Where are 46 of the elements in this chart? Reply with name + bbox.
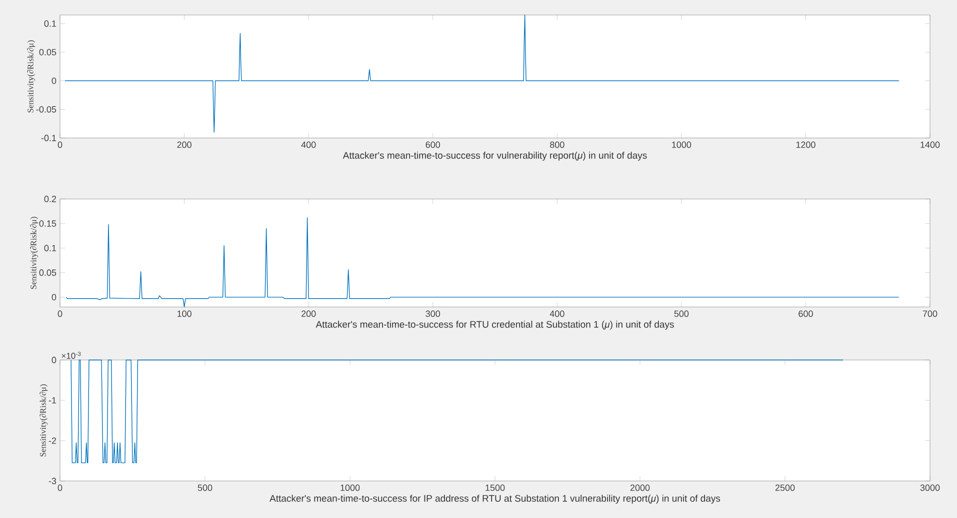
y-axis-title: Sensitivity(∂Risk/∂μ) bbox=[27, 40, 36, 112]
x-tick-label: 100 bbox=[177, 310, 192, 317]
text: ×10$^{-3}$ bbox=[62, 352, 81, 359]
y-tick-label: 0 bbox=[52, 356, 56, 364]
x-tick-label: 1400 bbox=[920, 142, 940, 148]
x-tick-label: 400 bbox=[550, 310, 564, 317]
x-tick-label: 1200 bbox=[796, 142, 816, 148]
x-tick-label: 500 bbox=[198, 484, 212, 491]
x-tick-label: 3000 bbox=[920, 484, 940, 491]
x-tick-label: 2500 bbox=[775, 484, 795, 491]
x-tick-label: 200 bbox=[302, 310, 316, 317]
y-tick-label: -0.05 bbox=[36, 106, 56, 113]
y-tick-label: 0.2 bbox=[44, 196, 56, 202]
line-series bbox=[64, 14, 900, 133]
x-tick-label: 0 bbox=[58, 142, 62, 148]
x-tick-label: 400 bbox=[301, 142, 316, 148]
y-tick-label: 0 bbox=[52, 78, 56, 84]
x-tick-label: 500 bbox=[674, 310, 689, 317]
x-axis-title: Attacker's mean-time-to-success for vulnerability report(μ) in unit of days bbox=[342, 152, 647, 161]
y-axis-title: Sensitivity(∂Risk/∂μ) bbox=[30, 216, 38, 289]
y-tick-label: -1 bbox=[48, 397, 56, 404]
y-tick-label: 0.1 bbox=[44, 244, 56, 252]
x-tick-label: 700 bbox=[922, 310, 938, 317]
x-tick-label: 800 bbox=[550, 142, 564, 148]
x-tick-label: 1000 bbox=[340, 484, 360, 491]
x-tick-label: 0 bbox=[58, 484, 62, 491]
y-tick-label: 0.15 bbox=[39, 220, 56, 227]
x-tick-label: 300 bbox=[426, 310, 440, 317]
x-tick-label: 1000 bbox=[672, 142, 692, 148]
y-tick-label: -0.1 bbox=[41, 134, 56, 142]
x-axis-title: Attacker's mean-time-to-success for IP address of RTU at Substation 1 vulnerability report(μ) in unit of days bbox=[270, 494, 720, 504]
line-series bbox=[66, 217, 900, 308]
x-axis-title: Attacker's mean-time-to-success for RTU credential at Substation 1 (μ) in unit of days bbox=[316, 320, 674, 330]
x-tick-label: 1500 bbox=[486, 484, 505, 491]
y-tick-label: 0.1 bbox=[44, 20, 56, 27]
y-tick-label: -2 bbox=[48, 438, 56, 444]
y-tick-label: 0 bbox=[52, 294, 56, 300]
y-axis-title: Sensitivity(∂Risk/∂μ) bbox=[40, 384, 48, 456]
x-tick-label: 2000 bbox=[630, 484, 650, 491]
y-tick-label: -3 bbox=[48, 478, 56, 484]
y-tick-label: 0.05 bbox=[39, 48, 56, 56]
y-tick-label: 0.05 bbox=[39, 269, 56, 276]
x-tick-label: 600 bbox=[426, 142, 440, 148]
x-tick-label: 200 bbox=[177, 142, 192, 148]
x-tick-label: 0 bbox=[58, 310, 62, 317]
x-tick-label: 600 bbox=[798, 310, 813, 317]
